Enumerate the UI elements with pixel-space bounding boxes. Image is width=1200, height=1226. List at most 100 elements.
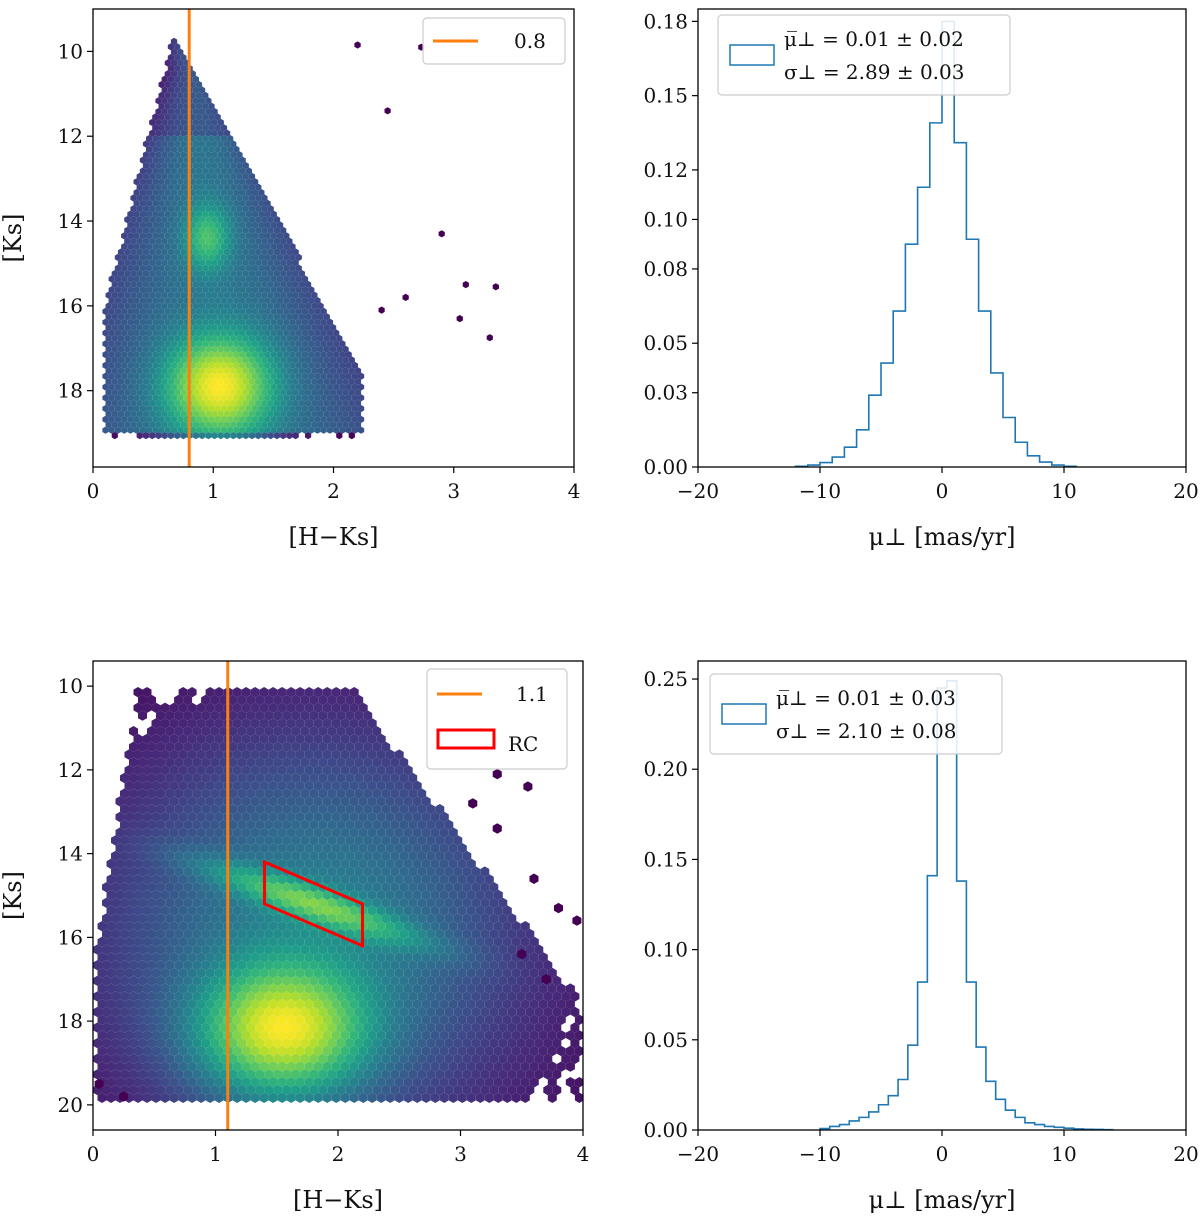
hexbin-cell: [127, 383, 134, 391]
hexbin-cell: [286, 921, 296, 932]
hexbin-cell: [142, 302, 150, 310]
hexbin-cell: [164, 81, 171, 89]
hexbin-cell: [111, 399, 118, 407]
hexbin-cell: [277, 1092, 287, 1103]
hexbin-cell: [129, 944, 138, 955]
hexbin-cell: [270, 405, 277, 413]
hexbin-cell: [156, 1069, 166, 1080]
hexbin-cell: [124, 827, 134, 838]
x-tick-label: −20: [677, 1142, 719, 1166]
hexbin-cell: [507, 975, 517, 986]
hexbin-cell: [242, 432, 249, 440]
hexbin-cell: [133, 765, 143, 776]
hexbin-cell: [127, 426, 134, 434]
hexbin-cell: [165, 1022, 175, 1033]
hexbin-cell: [525, 1053, 535, 1064]
hexbin-cell: [147, 975, 156, 986]
hexbin-cell: [291, 928, 301, 940]
hexbin-cell: [124, 378, 131, 386]
hexbin-cell: [124, 226, 131, 234]
hexbin-cell: [311, 334, 318, 342]
hexbin-cell: [180, 151, 187, 159]
hexbin-cell: [245, 210, 252, 218]
hexbin-cell: [300, 991, 310, 1002]
hexbin-cell: [323, 345, 330, 353]
hexbin-cell: [192, 313, 199, 321]
hexbin-cell: [457, 936, 467, 947]
hexbin-cell: [286, 999, 296, 1010]
hexbin-cell: [556, 1045, 566, 1057]
hexbin-cell: [133, 967, 143, 979]
hexbin-cell: [117, 356, 125, 364]
hexbin-cell: [106, 1077, 116, 1088]
hexbin-cell: [205, 140, 212, 148]
hexbin-cell: [336, 399, 343, 407]
hexbin-cell: [214, 780, 224, 791]
hexbin-cell: [177, 135, 184, 143]
hexbin-cell: [214, 113, 221, 121]
hexbin-cell: [108, 275, 115, 283]
hexbin-cell: [246, 1069, 256, 1080]
hexbin-cell: [167, 97, 175, 105]
hexbin-cell: [202, 253, 209, 261]
hexbin-cell: [304, 702, 314, 713]
hexbin-cell: [258, 199, 265, 207]
hexbin-cell: [403, 1092, 413, 1103]
hexbin-cell: [149, 237, 156, 245]
hexbin-cell: [520, 1061, 530, 1072]
hexbin-cell: [403, 921, 413, 932]
hexbin-cell: [273, 291, 281, 299]
histogram-step: [819, 680, 1114, 1131]
hexbin-cell: [363, 928, 373, 940]
hexbin-cell: [291, 944, 301, 955]
legend-swatch: [721, 703, 767, 725]
hexbin-cell: [147, 866, 156, 877]
hexbin-cell: [372, 1053, 382, 1064]
hexbin-cell: [390, 1038, 400, 1049]
hexbin-cell: [106, 1030, 116, 1041]
hexbin-cell: [220, 415, 228, 423]
hexbin-cell: [178, 780, 188, 791]
hexbin-cell: [214, 372, 221, 380]
hexbin-cell: [214, 1045, 224, 1057]
hexbin-cell: [167, 43, 175, 51]
hexbin-cell: [214, 905, 224, 916]
hexbin-cell: [210, 975, 220, 986]
hexbin-cell: [192, 410, 199, 418]
hexbin-cell: [180, 108, 187, 116]
hexbin-cell: [227, 286, 234, 294]
hexbin-cell: [180, 194, 187, 202]
hexbin-cell: [309, 1038, 319, 1049]
hexbin-cell: [516, 1053, 526, 1064]
hexbin-cell: [121, 275, 128, 283]
hexbin-cell: [471, 1053, 481, 1064]
hexbin-cell: [349, 843, 359, 854]
hexbin-cell: [255, 835, 265, 846]
hexbin-cell: [250, 858, 260, 869]
hexbin-cell: [259, 733, 269, 745]
hexbin-cell: [217, 410, 224, 418]
hexbin-cell: [165, 741, 175, 752]
hexbin-cell: [241, 1077, 251, 1088]
hexbin-cell: [121, 426, 128, 434]
hexbin-cell: [570, 1053, 580, 1064]
hexbin-cell: [255, 226, 262, 234]
hexbin-cell: [264, 710, 274, 721]
hexbin-cell: [331, 718, 341, 729]
hexbin-cell: [232, 1045, 242, 1057]
hexbin-cell: [236, 226, 243, 234]
hexbin-cell: [111, 1022, 120, 1033]
hexbin-cell: [169, 1092, 179, 1103]
hexbin-cell: [202, 145, 209, 153]
hexbin-cell: [311, 388, 318, 396]
hexbin-cell: [174, 259, 181, 267]
hexbin-cell: [160, 905, 170, 916]
hexbin-cell: [142, 324, 150, 332]
hexbin-cell: [199, 226, 206, 234]
hexbin-cell: [313, 796, 323, 807]
hexbin-outlier: [462, 281, 469, 289]
hexbin-cell: [264, 726, 274, 737]
hexbin-cell: [205, 216, 212, 224]
hexbin-cell: [342, 356, 349, 364]
hexbin-cell: [223, 162, 231, 170]
